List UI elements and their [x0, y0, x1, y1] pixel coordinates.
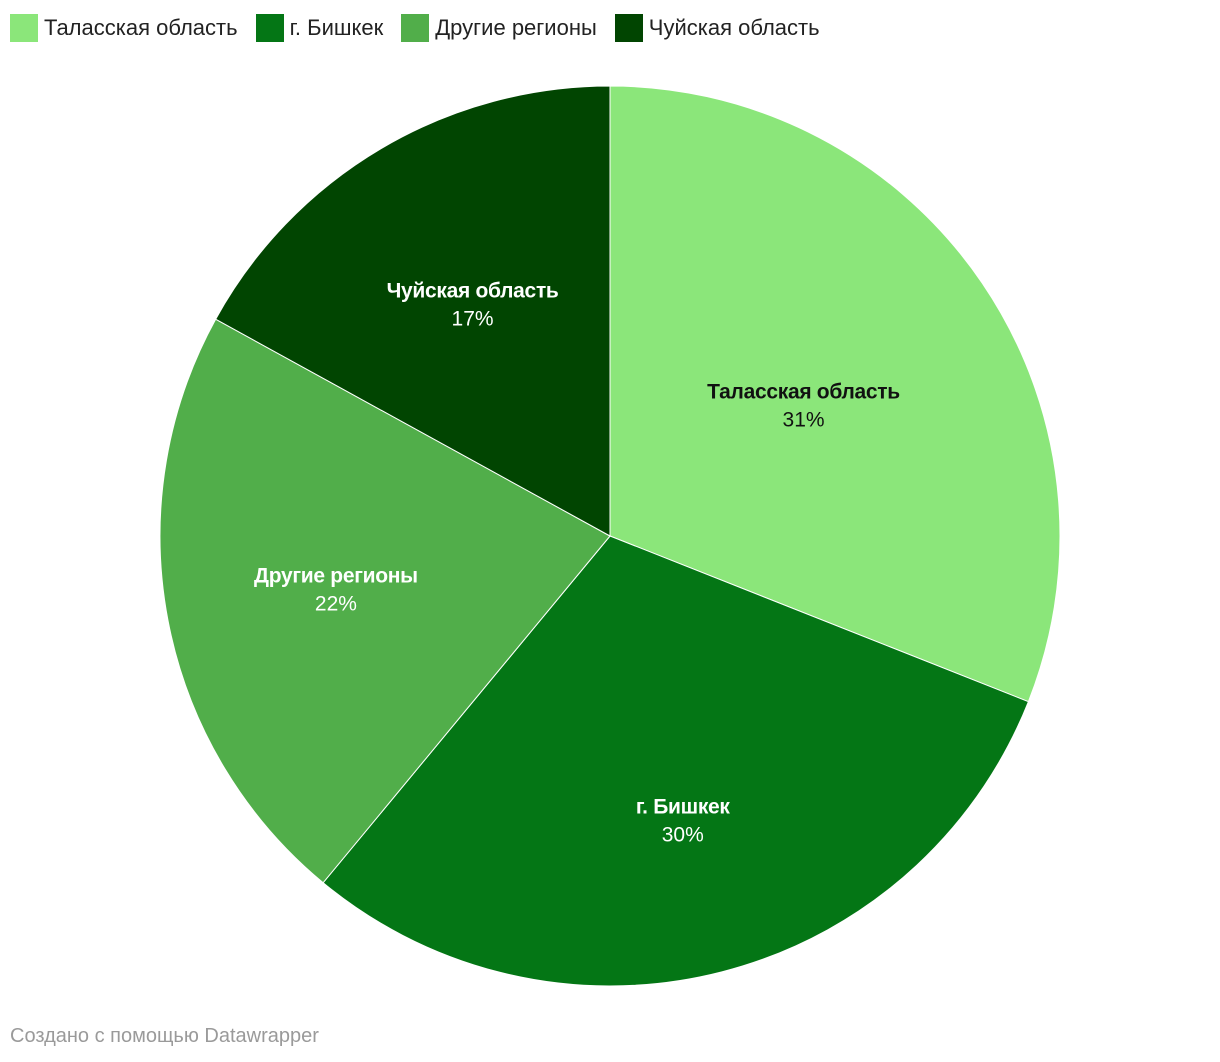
datawrapper-credit: Создано с помощью Datawrapper — [10, 1025, 319, 1047]
legend-item-talas: Таласская область — [10, 14, 238, 42]
pie-slice-other-regions — [159, 318, 611, 884]
slice-label-chui: Чуйская область — [387, 280, 559, 303]
slice-label-bishkek: г. Бишкек — [636, 795, 731, 818]
slice-label-talas: Таласская область — [707, 380, 900, 403]
pie-labels: Таласская область 31% г. Бишкек 30% Другие р… — [254, 280, 901, 847]
slice-value-bishkek: 30% — [662, 823, 704, 846]
legend-swatch-chui — [614, 14, 643, 42]
pie-slice-bishkek — [322, 535, 1030, 987]
pie-slices — [159, 85, 1061, 987]
legend-label-chui: Чуйская область — [648, 15, 820, 40]
chart-legend: Таласская область г. Бишкек Другие регио… — [10, 12, 820, 44]
legend-swatch-talas — [10, 14, 38, 42]
pie-slice-talas — [609, 85, 1061, 703]
legend-item-chui: Чуйская область — [614, 14, 820, 42]
legend-item-bishkek: г. Бишкек — [255, 14, 384, 42]
legend-label-talas: Таласская область — [44, 15, 238, 40]
legend-swatch-bishkek — [255, 14, 284, 42]
legend-swatch-other-regions — [401, 14, 430, 42]
slice-label-other-regions: Другие регионы — [254, 564, 418, 587]
pie-slice-chui — [214, 85, 611, 537]
legend-label-other-regions: Другие регионы — [435, 15, 597, 40]
slice-value-other-regions: 22% — [315, 592, 357, 615]
slice-value-chui: 17% — [452, 308, 494, 331]
legend-item-other-regions: Другие регионы — [401, 14, 597, 42]
slice-value-talas: 31% — [783, 408, 825, 431]
legend-label-bishkek: г. Бишкек — [289, 15, 384, 40]
